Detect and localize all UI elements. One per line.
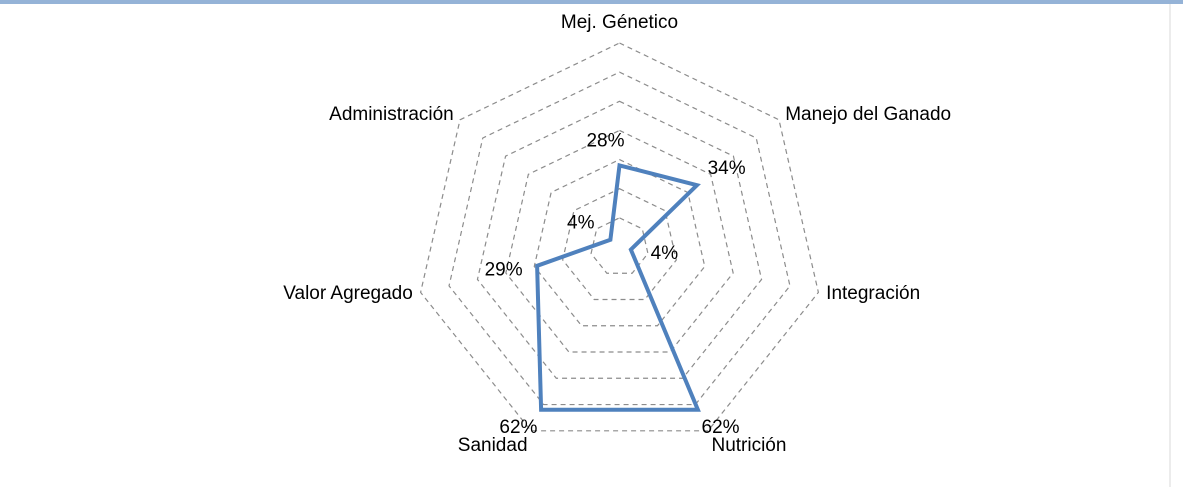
category-label: Manejo del Ganado	[785, 104, 951, 125]
category-label: Integración	[826, 283, 920, 304]
radar-line	[535, 162, 701, 412]
top-border	[0, 0, 1183, 4]
grid-ring	[533, 158, 706, 327]
data-label: 62%	[702, 417, 740, 438]
grid-ring	[505, 129, 734, 353]
grid-ring	[448, 71, 791, 406]
data-label: 4%	[651, 243, 679, 264]
grid-ring	[590, 217, 649, 274]
data-label: 34%	[708, 158, 746, 179]
data-label: 4%	[567, 212, 595, 233]
data-label: 62%	[499, 417, 537, 438]
data-label: 29%	[485, 259, 523, 280]
grid-ring	[476, 100, 763, 379]
category-label: Nutrición	[711, 435, 786, 456]
data-label: 28%	[586, 130, 624, 151]
category-label: Valor Agregado	[283, 283, 413, 304]
category-label: Administración	[329, 104, 454, 125]
category-label: Sanidad	[458, 435, 528, 456]
category-label: Mej. Génetico	[561, 12, 678, 33]
